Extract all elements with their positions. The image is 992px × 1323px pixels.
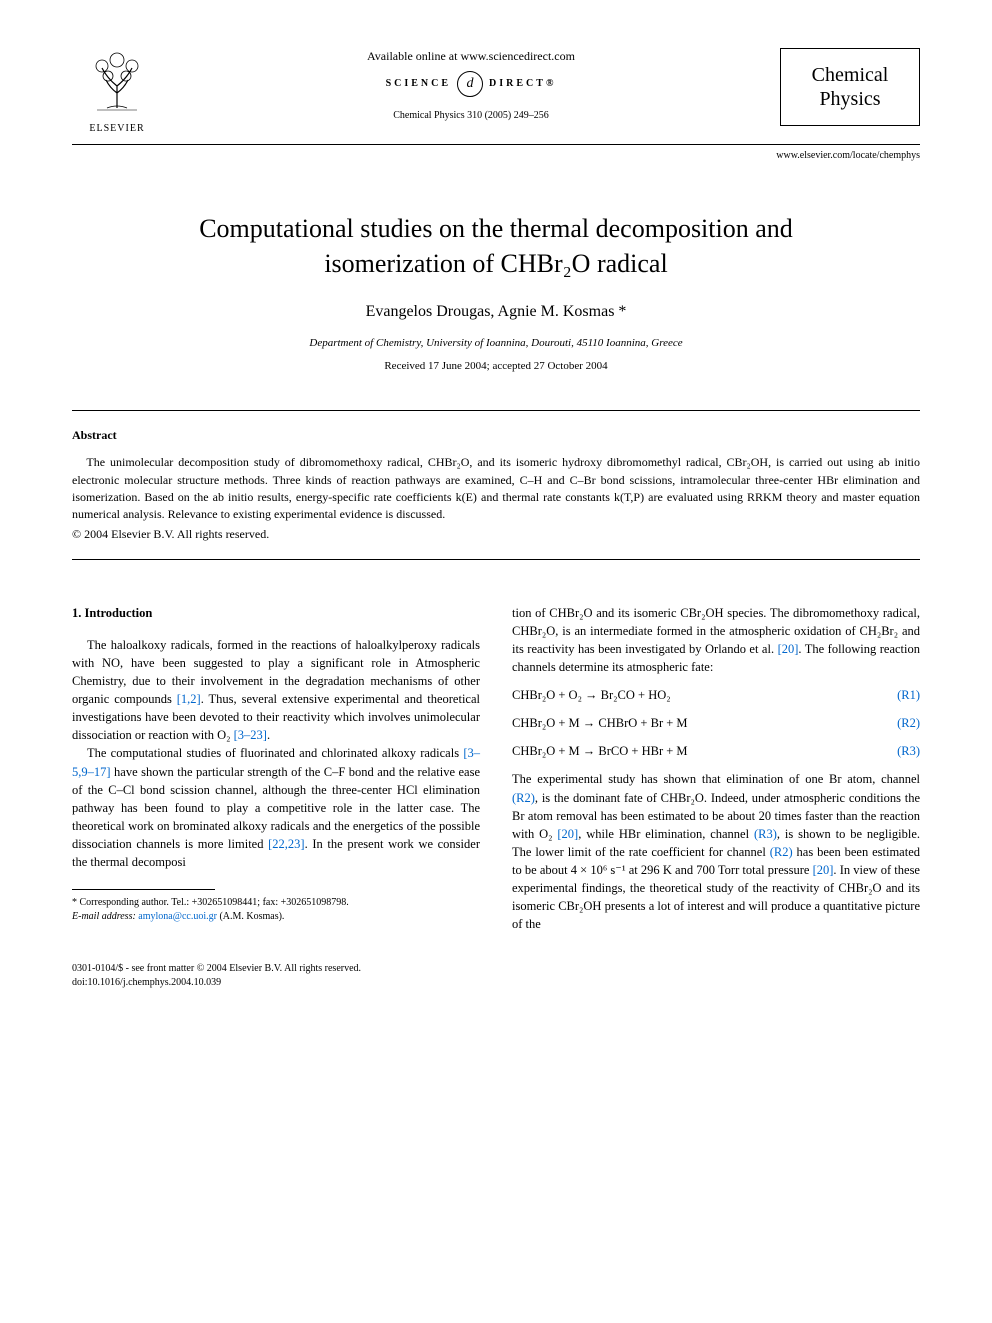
- intro-para-2: The computational studies of fluorinated…: [72, 744, 480, 871]
- email-footnote: E-mail address: amylona@cc.uoi.gr (A.M. …: [72, 910, 480, 924]
- footer-front-matter: 0301-0104/$ - see front matter © 2004 El…: [72, 962, 920, 976]
- eq1-label: (R1): [897, 686, 920, 704]
- ref-r2b[interactable]: (R2): [770, 845, 793, 859]
- elsevier-tree-icon: [82, 48, 152, 118]
- corresponding-author-footnote: * Corresponding author. Tel.: +302651098…: [72, 896, 480, 910]
- eq2-label: (R2): [897, 714, 920, 732]
- header-row: ELSEVIER Available online at www.science…: [72, 48, 920, 136]
- footnote-rule: [72, 889, 215, 890]
- ref-r3[interactable]: (R3): [754, 827, 777, 841]
- header-center: Available online at www.sciencedirect.co…: [162, 48, 780, 123]
- eq1-text: CHBr₂O + O₂ → Br₂CO + HO₂: [512, 686, 671, 704]
- authors: Evangelos Drougas, Agnie M. Kosmas *: [72, 301, 920, 323]
- locate-url: www.elsevier.com/locate/chemphys: [72, 149, 920, 163]
- abstract-copyright: © 2004 Elsevier B.V. All rights reserved…: [72, 526, 920, 543]
- intro-heading: 1. Introduction: [72, 604, 480, 622]
- equation-r2: CHBr₂O + M → CHBrO + Br + M (R2): [512, 714, 920, 732]
- sd-left-text: SCIENCE: [386, 77, 451, 91]
- journal-name-line1: Chemical: [799, 63, 901, 87]
- citation-3-23[interactable]: [3–23]: [234, 728, 267, 742]
- citation-20a[interactable]: [20]: [778, 642, 799, 656]
- left-column: 1. Introduction The haloalkoxy radicals,…: [72, 604, 480, 934]
- intro-p3a: The experimental study has shown that el…: [512, 772, 920, 786]
- intro-para-1: The haloalkoxy radicals, formed in the r…: [72, 636, 480, 745]
- equation-r3: CHBr₂O + M → BrCO + HBr + M (R3): [512, 742, 920, 760]
- journal-name-line2: Physics: [799, 87, 901, 111]
- sciencedirect-logo: SCIENCE d DIRECT®: [182, 71, 760, 97]
- intro-p1c: .: [267, 728, 270, 742]
- abstract-bottom-rule: [72, 559, 920, 560]
- citation-20b[interactable]: [20]: [557, 827, 578, 841]
- intro-para-3: The experimental study has shown that el…: [512, 770, 920, 933]
- intro-p3c: , while HBr elimination, channel: [578, 827, 754, 841]
- email-label: E-mail address:: [72, 911, 138, 922]
- abstract-body: The unimolecular decomposition study of …: [72, 454, 920, 524]
- received-accepted-dates: Received 17 June 2004; accepted 27 Octob…: [72, 359, 920, 374]
- two-column-body: 1. Introduction The haloalkoxy radicals,…: [72, 604, 920, 934]
- citation-20c[interactable]: [20]: [813, 863, 834, 877]
- elsevier-logo-block: ELSEVIER: [72, 48, 162, 136]
- intro-p2a: The computational studies of fluorinated…: [87, 746, 463, 760]
- ref-r2a[interactable]: (R2): [512, 791, 535, 805]
- citation-22-23[interactable]: [22,23]: [268, 837, 304, 851]
- journal-name-box: Chemical Physics: [780, 48, 920, 126]
- abstract-heading: Abstract: [72, 427, 920, 444]
- sd-circle-icon: d: [457, 71, 483, 97]
- citation-1-2[interactable]: [1,2]: [177, 692, 201, 706]
- equation-r1: CHBr₂O + O₂ → Br₂CO + HO₂ (R1): [512, 686, 920, 704]
- article-title: Computational studies on the thermal dec…: [142, 211, 850, 281]
- journal-box-wrapper: Chemical Physics: [780, 48, 920, 126]
- eq3-text: CHBr₂O + M → BrCO + HBr + M: [512, 742, 688, 760]
- sd-right-text: DIRECT®: [489, 77, 556, 91]
- header-rule: [72, 144, 920, 145]
- footer-doi: doi:10.1016/j.chemphys.2004.10.039: [72, 976, 920, 990]
- intro-para-2-cont: tion of CHBr₂O and its isomeric CBr₂OH s…: [512, 604, 920, 677]
- elsevier-label: ELSEVIER: [89, 122, 144, 136]
- affiliation: Department of Chemistry, University of I…: [72, 336, 920, 351]
- email-link[interactable]: amylona@cc.uoi.gr: [138, 911, 217, 922]
- right-column: tion of CHBr₂O and its isomeric CBr₂OH s…: [512, 604, 920, 934]
- available-online-text: Available online at www.sciencedirect.co…: [182, 48, 760, 65]
- journal-reference: Chemical Physics 310 (2005) 249–256: [182, 109, 760, 123]
- eq3-label: (R3): [897, 742, 920, 760]
- eq2-text: CHBr₂O + M → CHBrO + Br + M: [512, 714, 688, 732]
- email-after: (A.M. Kosmas).: [217, 911, 285, 922]
- abstract-top-rule: [72, 410, 920, 411]
